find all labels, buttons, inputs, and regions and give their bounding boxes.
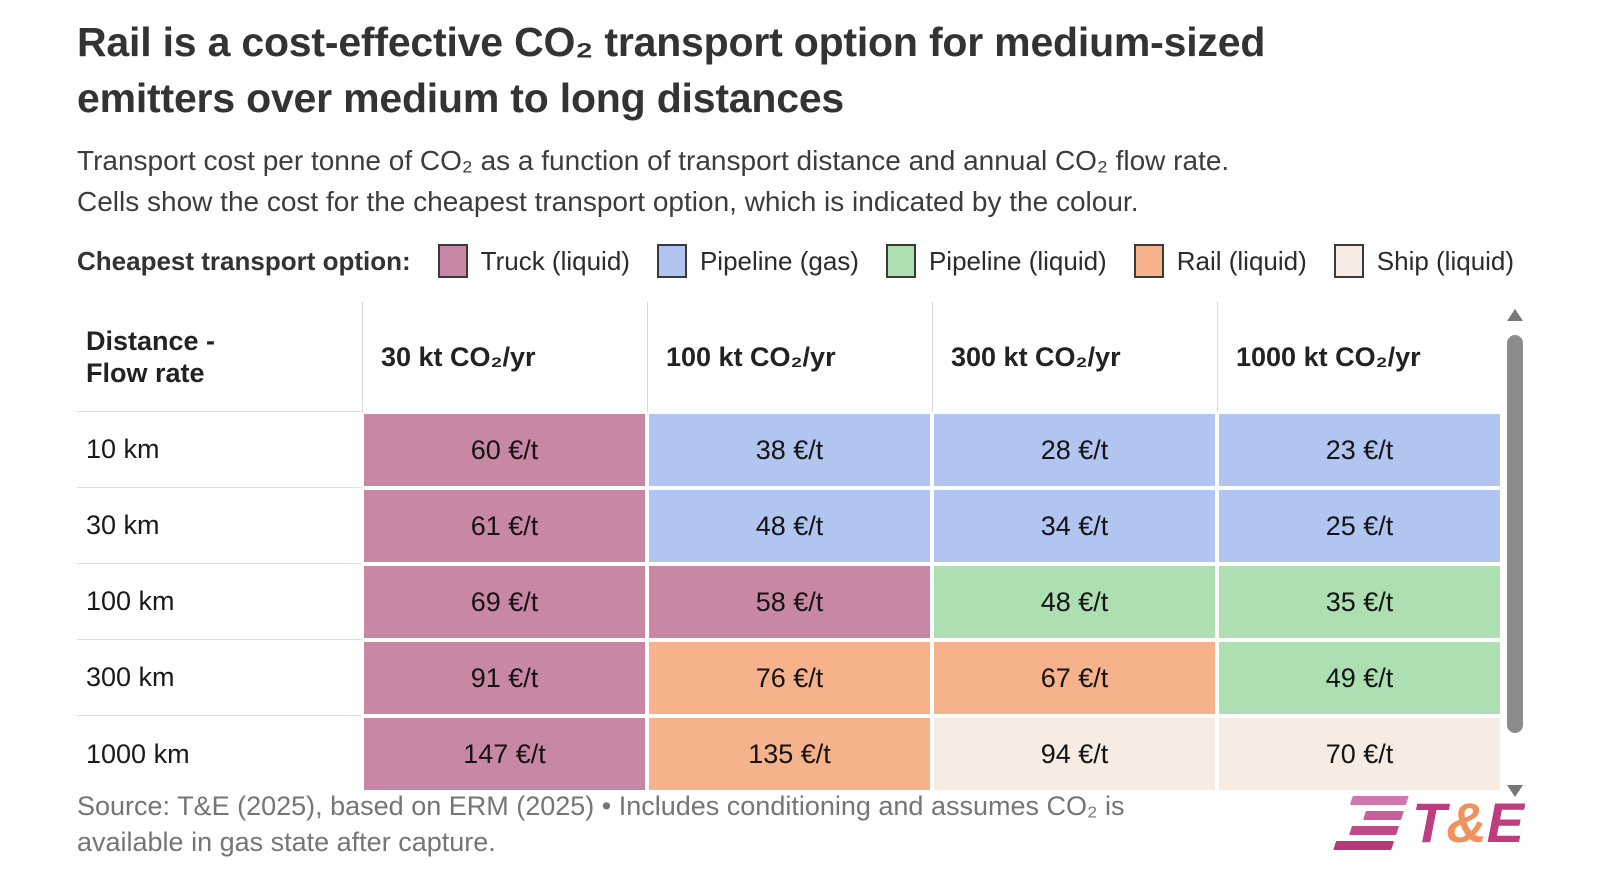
legend-item-label: Rail (liquid) bbox=[1176, 245, 1307, 276]
legend-item-rail-liquid: Rail (liquid) bbox=[1133, 244, 1307, 278]
chart-subtitle: Transport cost per tonne of CO₂ as a fun… bbox=[77, 140, 1600, 222]
cost-cell: 23 €/t bbox=[1217, 412, 1502, 488]
row-label: 10 km bbox=[77, 412, 362, 488]
table-row-1000km: 1000 km 147 €/t 135 €/t 94 €/t 70 €/t bbox=[77, 716, 1502, 792]
cost-cell: 147 €/t bbox=[362, 716, 647, 792]
column-header-1000kt: 1000 kt CO₂/yr bbox=[1217, 302, 1502, 412]
legend-item-label: Pipeline (liquid) bbox=[928, 245, 1107, 276]
scroll-down-icon[interactable] bbox=[1507, 785, 1523, 797]
chart-title: Rail is a cost-effective CO₂ transport o… bbox=[77, 14, 1600, 126]
logo-stripe bbox=[1349, 826, 1400, 835]
cost-cell: 48 €/t bbox=[647, 488, 932, 564]
cost-cell: 91 €/t bbox=[362, 640, 647, 716]
corner-header-label: Distance - Flow rate bbox=[86, 325, 216, 388]
legend-item-truck-liquid: Truck (liquid) bbox=[437, 244, 630, 278]
legend-item-ship-liquid: Ship (liquid) bbox=[1333, 244, 1515, 278]
cost-table: Distance - Flow rate 30 kt CO₂/yr 100 kt… bbox=[77, 302, 1502, 792]
table-header-row: Distance - Flow rate 30 kt CO₂/yr 100 kt… bbox=[77, 302, 1502, 412]
table-row-100km: 100 km 69 €/t 58 €/t 48 €/t 35 €/t bbox=[77, 564, 1502, 640]
cost-table-region: Distance - Flow rate 30 kt CO₂/yr 100 kt… bbox=[77, 302, 1525, 797]
source-note-line2: available in gas state after capture. bbox=[77, 827, 496, 857]
source-note-line1: Source: T&E (2025), based on ERM (2025) … bbox=[77, 791, 1125, 821]
cost-cell: 35 €/t bbox=[1217, 564, 1502, 640]
table-scrollbar[interactable] bbox=[1504, 309, 1526, 797]
ship-liquid-swatch bbox=[1333, 244, 1364, 278]
cost-cell: 70 €/t bbox=[1217, 716, 1502, 792]
logo-letter-e: E bbox=[1486, 791, 1525, 854]
scrollbar-thumb[interactable] bbox=[1507, 335, 1523, 733]
logo-stripes-icon bbox=[1329, 796, 1409, 850]
cost-cell: 48 €/t bbox=[932, 564, 1217, 640]
cost-cell: 25 €/t bbox=[1217, 488, 1502, 564]
cost-cell: 34 €/t bbox=[932, 488, 1217, 564]
cost-cell: 60 €/t bbox=[362, 412, 647, 488]
table-row-300km: 300 km 91 €/t 76 €/t 67 €/t 49 €/t bbox=[77, 640, 1502, 716]
legend-title: Cheapest transport option: bbox=[77, 245, 411, 276]
legend-item-label: Ship (liquid) bbox=[1376, 245, 1515, 276]
logo-letter-t: T bbox=[1412, 791, 1447, 854]
cost-cell: 76 €/t bbox=[647, 640, 932, 716]
cost-cell: 58 €/t bbox=[647, 564, 932, 640]
legend: Cheapest transport option: Truck (liquid… bbox=[77, 244, 1600, 278]
table-row-30km: 30 km 61 €/t 48 €/t 34 €/t 25 €/t bbox=[77, 488, 1502, 564]
cost-cell: 94 €/t bbox=[932, 716, 1217, 792]
cost-cell: 49 €/t bbox=[1217, 640, 1502, 716]
logo-letter-amp: & bbox=[1446, 791, 1487, 854]
pipeline-gas-swatch bbox=[656, 244, 687, 278]
rail-liquid-swatch bbox=[1133, 244, 1164, 278]
tande-logo: T&E bbox=[1333, 795, 1524, 851]
scroll-up-icon[interactable] bbox=[1507, 309, 1523, 321]
cost-cell: 67 €/t bbox=[932, 640, 1217, 716]
cost-cell: 135 €/t bbox=[647, 716, 932, 792]
logo-stripe bbox=[1333, 841, 1395, 850]
column-header-300kt: 300 kt CO₂/yr bbox=[932, 302, 1217, 412]
legend-item-pipeline-gas: Pipeline (gas) bbox=[656, 244, 859, 278]
chart-subtitle-line1: Transport cost per tonne of CO₂ as a fun… bbox=[77, 145, 1230, 176]
row-label: 100 km bbox=[77, 564, 362, 640]
source-note: Source: T&E (2025), based on ERM (2025) … bbox=[77, 788, 1257, 860]
legend-item-label: Pipeline (gas) bbox=[699, 245, 859, 276]
logo-text: T&E bbox=[1412, 795, 1524, 851]
row-label: 300 km bbox=[77, 640, 362, 716]
corner-header: Distance - Flow rate bbox=[77, 302, 362, 412]
chart-subtitle-line2: Cells show the cost for the cheapest tra… bbox=[77, 186, 1139, 217]
column-header-30kt: 30 kt CO₂/yr bbox=[362, 302, 647, 412]
cost-cell: 61 €/t bbox=[362, 488, 647, 564]
truck-liquid-swatch bbox=[437, 244, 468, 278]
row-label: 1000 km bbox=[77, 716, 362, 792]
cost-cell: 28 €/t bbox=[932, 412, 1217, 488]
logo-stripe bbox=[1349, 796, 1409, 805]
logo-stripe bbox=[1362, 811, 1404, 820]
table-row-10km: 10 km 60 €/t 38 €/t 28 €/t 23 €/t bbox=[77, 412, 1502, 488]
chart-title-line2: emitters over medium to long distances bbox=[77, 75, 845, 121]
cost-cell: 69 €/t bbox=[362, 564, 647, 640]
chart-title-line1: Rail is a cost-effective CO₂ transport o… bbox=[77, 19, 1266, 65]
legend-item-pipeline-liquid: Pipeline (liquid) bbox=[885, 244, 1107, 278]
cost-cell: 38 €/t bbox=[647, 412, 932, 488]
column-header-100kt: 100 kt CO₂/yr bbox=[647, 302, 932, 412]
legend-item-label: Truck (liquid) bbox=[480, 245, 630, 276]
row-label: 30 km bbox=[77, 488, 362, 564]
pipeline-liquid-swatch bbox=[885, 244, 916, 278]
